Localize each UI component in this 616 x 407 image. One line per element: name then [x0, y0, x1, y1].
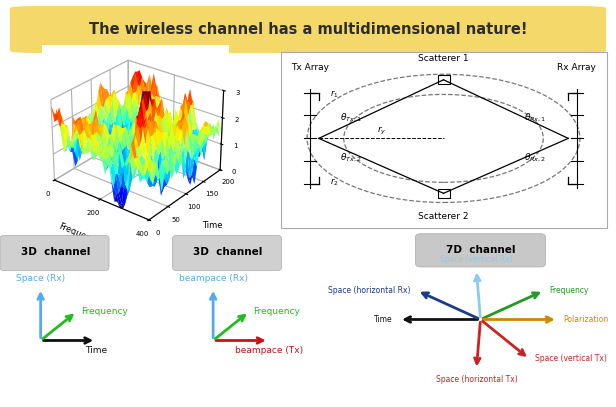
Bar — [437, 189, 450, 198]
Text: Frequency: Frequency — [549, 286, 589, 295]
Text: Tx Array: Tx Array — [291, 63, 330, 72]
Text: $r_y$: $r_y$ — [377, 125, 386, 138]
Text: Rx Array: Rx Array — [557, 63, 596, 72]
Text: Space (Rx): Space (Rx) — [16, 274, 65, 283]
Text: Scatterer 1: Scatterer 1 — [418, 54, 469, 63]
Text: The wireless channel has a multidimensional nature!: The wireless channel has a multidimensio… — [89, 22, 527, 37]
Text: 3D  channel: 3D channel — [21, 247, 90, 257]
Text: 7D  channel: 7D channel — [446, 245, 515, 255]
Text: Time: Time — [85, 346, 107, 355]
Text: Space (horizontal Rx): Space (horizontal Rx) — [328, 286, 410, 295]
Text: Space (vertical Rx): Space (vertical Rx) — [440, 255, 513, 265]
Text: $r_1$: $r_1$ — [330, 88, 339, 100]
Text: $\theta_{Tx,1}$: $\theta_{Tx,1}$ — [341, 112, 362, 124]
Text: Frequency: Frequency — [81, 307, 128, 316]
Text: 3D  channel: 3D channel — [193, 247, 262, 257]
FancyBboxPatch shape — [10, 6, 606, 53]
FancyBboxPatch shape — [0, 236, 109, 271]
Text: beampace (Rx): beampace (Rx) — [179, 274, 248, 283]
Text: $\theta_{Tx,2}$: $\theta_{Tx,2}$ — [341, 152, 362, 164]
Text: $r_2$: $r_2$ — [330, 176, 339, 188]
Y-axis label: Time: Time — [202, 221, 223, 230]
X-axis label: Frequency: Frequency — [57, 222, 101, 247]
FancyBboxPatch shape — [172, 236, 282, 271]
FancyBboxPatch shape — [415, 234, 546, 267]
Text: Scatterer 2: Scatterer 2 — [418, 212, 469, 221]
Text: $\theta_{Rx,1}$: $\theta_{Rx,1}$ — [524, 112, 546, 124]
Text: Space (vertical Tx): Space (vertical Tx) — [535, 354, 607, 363]
Text: Frequency: Frequency — [254, 307, 301, 316]
Text: beampace (Tx): beampace (Tx) — [235, 346, 302, 355]
Text: Time: Time — [374, 315, 392, 324]
Text: $\theta_{Rx,2}$: $\theta_{Rx,2}$ — [524, 152, 546, 164]
Text: Space (horizontal Tx): Space (horizontal Tx) — [436, 374, 517, 384]
FancyBboxPatch shape — [280, 53, 607, 228]
Text: Polarization: Polarization — [563, 315, 609, 324]
Bar — [437, 75, 450, 84]
